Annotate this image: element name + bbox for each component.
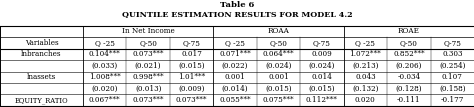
Text: 0.001: 0.001 [225,73,246,81]
Text: (0.024): (0.024) [309,62,335,70]
Text: Q-75: Q-75 [182,39,201,47]
Text: 0.303: 0.303 [442,50,463,58]
Text: (0.021): (0.021) [135,62,162,70]
Text: 0.067***: 0.067*** [89,96,120,104]
Text: Q-75: Q-75 [313,39,331,47]
Text: Q-50: Q-50 [400,39,418,47]
Text: (0.009): (0.009) [178,85,205,93]
Text: (0.015): (0.015) [265,85,292,93]
Text: -0.177: -0.177 [441,96,464,104]
Text: 1.008***: 1.008*** [89,73,120,81]
Text: 0.001: 0.001 [268,73,289,81]
Text: 0.112***: 0.112*** [306,96,338,104]
Text: ROAE: ROAE [398,27,420,35]
Text: EQUITY_RATIO: EQUITY_RATIO [15,96,68,104]
Text: 0.075***: 0.075*** [263,96,294,104]
Text: 0.073***: 0.073*** [132,50,164,58]
Text: 0.055***: 0.055*** [219,96,251,104]
Text: 0.043: 0.043 [355,73,376,81]
Text: (0.024): (0.024) [265,62,292,70]
Text: Q -25: Q -25 [225,39,245,47]
Text: (0.128): (0.128) [395,85,422,93]
Text: QUINTILE ESTIMATION RESULTS FOR MODEL 4.2: QUINTILE ESTIMATION RESULTS FOR MODEL 4.… [122,10,352,18]
Text: (0.132): (0.132) [352,85,379,93]
Text: 0.064***: 0.064*** [263,50,294,58]
Text: -0.111: -0.111 [397,96,420,104]
Text: Q-50: Q-50 [270,39,287,47]
Text: 0.852***: 0.852*** [393,50,425,58]
Text: Variables: Variables [25,39,58,47]
Text: (0.033): (0.033) [91,62,118,70]
Text: (0.022): (0.022) [222,62,248,70]
Text: 1.01***: 1.01*** [178,73,205,81]
Text: (0.020): (0.020) [91,85,118,93]
Text: 0.073***: 0.073*** [132,96,164,104]
Text: (0.015): (0.015) [309,85,335,93]
Text: (0.206): (0.206) [396,62,422,70]
Text: Table 6: Table 6 [220,1,254,9]
Text: 0.107: 0.107 [442,73,463,81]
Text: (0.158): (0.158) [439,85,465,93]
Text: Q-50: Q-50 [139,39,157,47]
Text: 1.072***: 1.072*** [349,50,381,58]
Text: (0.015): (0.015) [178,62,205,70]
Text: (0.213): (0.213) [352,62,379,70]
Text: lnbranches: lnbranches [21,50,62,58]
Text: In Net Income: In Net Income [122,27,174,35]
Text: 0.998***: 0.998*** [132,73,164,81]
Text: 0.104***: 0.104*** [89,50,120,58]
Text: Q -25: Q -25 [95,39,115,47]
Text: Q -25: Q -25 [356,39,375,47]
Text: 0.017: 0.017 [181,50,202,58]
Text: ROAA: ROAA [267,27,290,35]
Text: lnassets: lnassets [27,73,56,81]
Text: Q-75: Q-75 [443,39,461,47]
Text: -0.034: -0.034 [397,73,420,81]
Text: 0.071***: 0.071*** [219,50,251,58]
Text: 0.073***: 0.073*** [176,96,207,104]
Text: (0.013): (0.013) [135,85,161,93]
Text: 0.014: 0.014 [311,73,332,81]
Text: 0.020: 0.020 [355,96,376,104]
Text: 0.009: 0.009 [311,50,332,58]
Text: (0.014): (0.014) [222,85,248,93]
Text: (0.254): (0.254) [439,62,465,70]
